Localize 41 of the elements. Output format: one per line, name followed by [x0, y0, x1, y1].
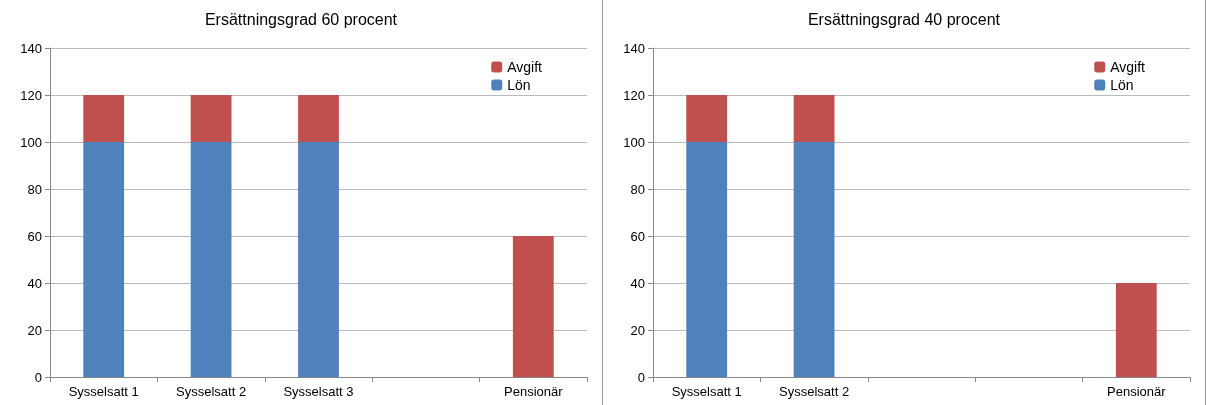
y-tick-label: 60	[27, 228, 42, 244]
y-tick-label: 140	[20, 40, 42, 56]
bar	[793, 142, 835, 377]
legend-label: Lön	[507, 77, 531, 93]
y-tick-label: 40	[27, 275, 42, 291]
x-tick-label: Sysselsatt 3	[283, 384, 354, 399]
x-tick-label: Sysselsatt 1	[68, 384, 139, 399]
bar	[1115, 283, 1157, 377]
bar	[298, 95, 339, 142]
y-tick-label: 20	[27, 322, 42, 338]
y-tick-label: 80	[27, 181, 42, 197]
legend-label: Avgift	[1110, 59, 1146, 75]
y-tick-label: 20	[630, 322, 645, 338]
x-tick-label: Sysselsatt 2	[779, 384, 850, 399]
y-tick-label: 100	[623, 134, 645, 150]
chart-title: Ersättningsgrad 60 procent	[204, 10, 398, 28]
x-tick-label: Sysselsatt 1	[671, 384, 742, 399]
bar	[512, 236, 554, 377]
x-tick-label: Sysselsatt 2	[176, 384, 247, 399]
y-tick-label: 0	[34, 369, 42, 385]
legend-label: Avgift	[507, 59, 543, 75]
y-tick-label: 40	[630, 275, 645, 291]
x-tick-label: Pensionär	[1107, 384, 1167, 399]
y-tick-label: 80	[630, 181, 645, 197]
bar	[298, 142, 339, 377]
bar	[190, 95, 232, 142]
y-tick-label: 60	[630, 228, 645, 244]
y-tick-label: 120	[20, 87, 42, 103]
y-tick-label: 100	[20, 134, 42, 150]
bar	[83, 95, 125, 142]
legend-label: Lön	[1110, 77, 1134, 93]
y-tick-label: 0	[637, 369, 645, 385]
y-tick-label: 120	[623, 87, 645, 103]
chart-title: Ersättningsgrad 40 procent	[807, 10, 1001, 28]
y-tick-label: 140	[623, 40, 645, 56]
x-tick-label: Pensionär	[504, 384, 564, 399]
bar	[686, 142, 728, 377]
bar	[793, 95, 835, 142]
bar	[190, 142, 232, 377]
bar	[83, 142, 125, 377]
bar	[686, 95, 728, 142]
